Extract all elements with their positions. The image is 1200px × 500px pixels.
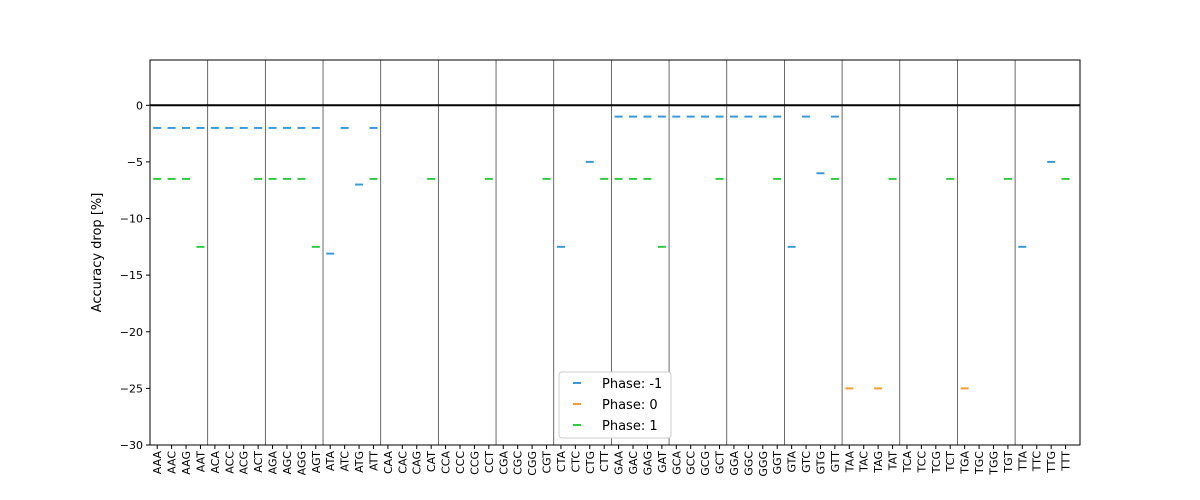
x-tick-label: CTG [584,451,597,474]
x-axis: AAA AAC AAG AAT ACA ACC ACG ACT AGA AGC AGG AGT ATA A… [151,445,1073,477]
x-tick-label: GGT [771,451,784,475]
x-tick-label: TAT [887,451,900,472]
y-tick-label: −30 [120,439,143,452]
x-tick-label: AAC [166,451,179,474]
y-tick-label: 0 [136,99,143,112]
x-tick-label: ATG [353,451,366,473]
x-tick-label: GGC [742,451,755,476]
x-tick-label: GGG [757,451,770,477]
x-tick-label: TAC [858,451,871,473]
x-tick-label: AAT [194,451,207,473]
x-tick-label: ATT [367,451,380,471]
x-tick-label: AGG [295,451,308,475]
legend-label: Phase: -1 [602,377,662,392]
x-tick-label: CCA [440,451,453,474]
x-tick-label: GAC [627,451,640,475]
x-tick-label: AGC [281,451,294,475]
x-tick-label: ATC [339,451,352,472]
x-tick-label: TAG [872,451,885,474]
x-tick-label: CCC [454,451,467,474]
x-tick-label: ATA [324,451,337,472]
y-tick-label: −5 [127,156,143,169]
x-tick-label: CAT [425,451,438,472]
x-tick-label: ACA [209,451,222,474]
x-tick-label: TCT [944,451,957,473]
x-tick-label: CTC [569,451,582,473]
x-tick-label: ACC [223,451,236,474]
x-tick-label: CCG [468,451,481,475]
x-tick-label: TCC [915,451,928,474]
x-tick-label: GCA [670,451,683,475]
x-tick-label: TGT [1002,451,1015,474]
x-tick-label: GCG [699,451,712,476]
x-tick-label: TTG [1045,451,1058,474]
x-tick-label: TGC [973,451,986,475]
y-tick-label: −10 [120,213,143,226]
x-tick-label: AGT [310,451,323,473]
y-axis: 0 −5 −10 −15 −20 −25 −30 [120,99,150,452]
x-tick-label: TGA [959,451,972,475]
x-tick-label: AGA [267,451,280,475]
x-tick-label: CTT [598,451,611,472]
x-tick-label: CTA [555,451,568,473]
plot-frame [149,59,1081,446]
x-tick-label: CGA [497,451,510,475]
legend-box [558,371,672,439]
x-tick-label: CGC [512,451,525,475]
legend: Phase: -1 Phase: 0 Phase: 1 [558,371,672,439]
x-tick-label: GTA [786,451,799,473]
x-tick-label: AAA [151,451,164,475]
x-tick-label: CAG [411,451,424,475]
x-tick-label: ACG [238,451,251,475]
x-tick-label: CGG [526,451,539,476]
legend-label: Phase: 0 [602,398,658,413]
x-tick-label: GTG [814,451,827,474]
x-tick-label: TTA [1016,451,1029,472]
x-tick-label: GCT [714,451,727,474]
x-tick-label: GTC [800,451,813,473]
x-tick-label: CAC [396,451,409,474]
y-tick-label: −25 [120,382,143,395]
x-tick-label: TTC [1031,451,1044,473]
x-tick-label: TCA [901,451,914,474]
x-tick-label: GGA [728,451,741,476]
group-separators [207,60,1016,445]
x-tick-label: GTT [829,451,842,473]
x-tick-label: TAA [843,451,856,474]
series-0 [153,115,1056,255]
x-tick-label: GAT [656,451,669,473]
x-tick-label: CCT [483,451,496,473]
y-tick-label: −20 [120,326,143,339]
x-tick-label: TCG [930,451,943,474]
x-tick-label: TTT [1060,451,1073,472]
x-tick-label: CAA [382,451,395,475]
x-tick-label: ACT [252,451,265,473]
x-tick-label: CGT [541,451,554,474]
x-tick-label: GAG [641,451,654,475]
y-axis-label: Accuracy drop [%] [90,193,105,313]
x-tick-label: TGG [987,451,1000,476]
data-marks [153,115,1070,390]
series-2 [153,177,1070,248]
x-tick-label: GCC [685,451,698,475]
x-tick-label: AAG [180,451,193,475]
legend-label: Phase: 1 [602,419,658,434]
x-tick-label: GAA [613,451,626,475]
y-tick-label: −15 [120,269,143,282]
